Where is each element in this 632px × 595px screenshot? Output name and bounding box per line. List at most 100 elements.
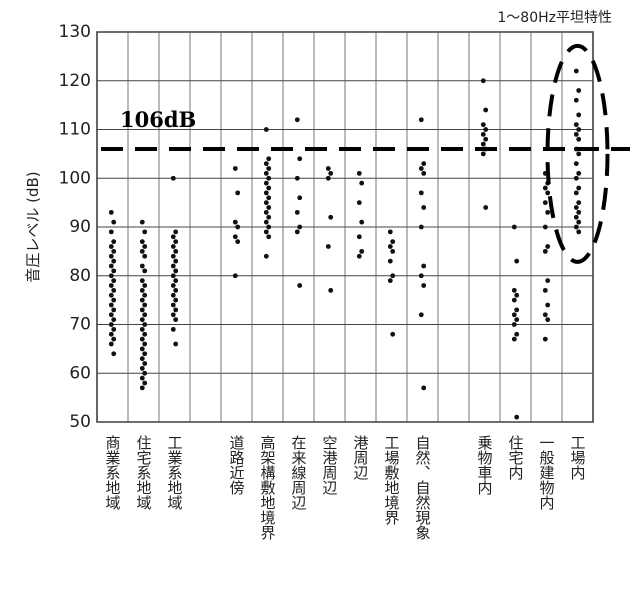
y-tick-label: 50	[69, 412, 91, 432]
dot	[266, 185, 272, 191]
x-tick-label: 自然、自然現象	[414, 435, 432, 540]
dot	[480, 141, 486, 147]
dot	[111, 248, 117, 254]
dot	[142, 370, 148, 376]
y-tick-label: 100	[59, 168, 91, 188]
dot	[545, 317, 551, 323]
dot	[573, 68, 579, 74]
dot	[573, 214, 579, 220]
dot	[294, 175, 300, 181]
dot	[576, 170, 582, 176]
dot	[576, 219, 582, 225]
dot	[235, 224, 241, 230]
dot	[139, 248, 145, 254]
dot	[514, 317, 520, 323]
dot	[142, 268, 148, 274]
dot	[139, 385, 145, 391]
dot	[108, 273, 114, 279]
dot	[111, 258, 117, 264]
dot	[514, 307, 520, 313]
dot	[170, 302, 176, 308]
dot	[294, 117, 300, 123]
dot	[545, 209, 551, 215]
dot	[111, 326, 117, 332]
dot	[480, 131, 486, 137]
dot	[263, 190, 269, 196]
dot	[142, 244, 148, 249]
dot	[514, 292, 520, 298]
dot	[421, 170, 427, 176]
dot	[483, 205, 489, 210]
dot	[111, 287, 117, 293]
dot	[170, 273, 176, 279]
dot	[483, 107, 489, 113]
x-tick-label: 道路近傍	[228, 435, 246, 495]
dot	[542, 200, 548, 206]
reference-label: 106dB	[120, 107, 196, 132]
dot	[263, 180, 269, 186]
dot	[421, 263, 427, 269]
dot	[170, 283, 176, 288]
dot	[356, 200, 362, 206]
dot	[576, 88, 582, 93]
dot	[266, 156, 272, 162]
dot	[139, 356, 145, 362]
dot	[294, 229, 300, 235]
dot	[325, 244, 331, 249]
dot	[139, 219, 145, 225]
x-tick-label: 住宅系地域	[135, 435, 153, 510]
dot	[297, 195, 303, 201]
dot	[108, 263, 114, 269]
dot	[511, 336, 517, 342]
dot	[170, 326, 176, 332]
dot	[390, 248, 396, 254]
dot	[418, 190, 424, 196]
dot	[328, 287, 334, 293]
dot	[573, 161, 579, 167]
dot	[108, 302, 114, 308]
note: 1〜80Hz平坦特性	[497, 10, 612, 26]
y-tick-label: 70	[69, 315, 91, 335]
dot	[573, 175, 579, 181]
dot	[421, 161, 427, 167]
dot	[111, 351, 117, 357]
dot	[139, 326, 145, 332]
y-tick-label: 60	[69, 363, 91, 383]
x-tick-label: 一般建物内	[538, 435, 556, 511]
dot	[359, 248, 365, 254]
y-tick-label: 90	[69, 217, 91, 237]
dot	[108, 209, 114, 215]
x-tick-label: 商業系地域	[104, 435, 122, 510]
dot	[111, 336, 117, 342]
dot	[483, 127, 489, 132]
dot	[111, 307, 117, 313]
dot	[108, 253, 114, 259]
dot	[356, 253, 362, 259]
dot	[263, 170, 269, 176]
dot	[108, 244, 114, 249]
dot	[139, 346, 145, 352]
dot	[573, 122, 579, 128]
dot	[511, 312, 517, 318]
dot	[108, 312, 114, 318]
dot	[170, 253, 176, 259]
dot	[173, 297, 179, 303]
x-tick-label: 空港周辺	[321, 435, 339, 495]
dot	[545, 302, 551, 308]
dot	[173, 268, 179, 274]
dot	[263, 219, 269, 225]
dot	[266, 205, 272, 210]
dot	[108, 322, 114, 327]
dot	[421, 283, 427, 288]
dot	[139, 239, 145, 245]
dot	[573, 131, 579, 137]
dot	[514, 331, 520, 337]
dot	[170, 292, 176, 298]
dot	[542, 312, 548, 318]
dot	[545, 190, 551, 196]
dot	[576, 200, 582, 206]
dot	[418, 117, 424, 123]
dot	[173, 248, 179, 254]
dot	[111, 278, 117, 284]
